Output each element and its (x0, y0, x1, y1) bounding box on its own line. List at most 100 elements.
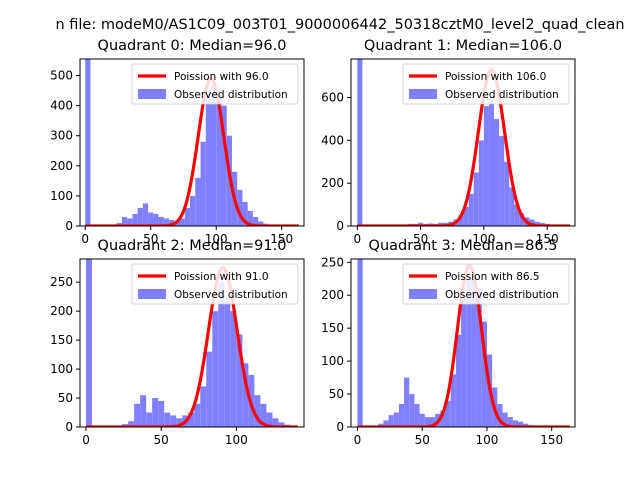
histogram-bar (388, 415, 394, 427)
subplot-3: Quadrant 3: Median=86.5 0 50 100 150 0 50 100 15… (321, 238, 576, 447)
legend: Poission with 96.0 Observed distribution (131, 63, 299, 105)
histogram-bar (404, 377, 410, 427)
legend-hist-swatch (138, 289, 166, 299)
y-tick-label: 600 (321, 91, 344, 105)
x-tick-label: 50 (143, 232, 158, 246)
histogram-bar (85, 59, 91, 226)
histogram-bar (195, 177, 201, 226)
histogram-bar (414, 403, 420, 427)
legend-box (131, 263, 299, 305)
y-tick-label: 100 (50, 362, 73, 376)
histogram-bar (164, 412, 171, 427)
histogram-bar (476, 288, 482, 427)
axes-frame (350, 258, 576, 428)
histogram-bar (518, 421, 524, 427)
histogram-bar (509, 187, 515, 226)
histogram-bar (200, 141, 206, 226)
histogram-bar (488, 97, 495, 226)
legend-hist-swatch (138, 89, 166, 99)
legend-hist-label: Observed distribution (445, 89, 559, 101)
x-tick-label: 150 (536, 232, 559, 246)
histogram-bar (499, 136, 505, 226)
x-tick-label: 50 (154, 433, 169, 447)
histogram-bar (419, 413, 425, 427)
subplot-1: Quadrant 1: Median=106.0 0 50 100 150 0 200 400… (321, 38, 576, 246)
histogram-bar (236, 334, 243, 427)
x-tick-label: 100 (472, 232, 495, 246)
histogram-bar (445, 400, 451, 427)
histogram-bar (409, 394, 415, 427)
histogram-bar (504, 161, 510, 226)
histogram-bar (529, 219, 535, 226)
x-tick-label: 0 (354, 433, 362, 447)
subplot-0: Quadrant 0: Median=96.0 0 50 100 150 0 100 200 3… (50, 38, 305, 246)
histogram-bar (200, 386, 207, 427)
histogram-bar (179, 218, 185, 226)
legend-line-label: Poission with 96.0 (174, 71, 269, 83)
histogram-bar (158, 216, 164, 226)
legend-box (402, 63, 570, 105)
poisson-curve (85, 266, 299, 427)
y-tick-label: 150 (321, 321, 344, 335)
histogram-bar (170, 415, 177, 427)
histogram-bar (224, 299, 231, 427)
y-tick-label: 50 (58, 391, 73, 405)
y-tick-label: 0 (65, 219, 73, 233)
histogram-bar (254, 395, 261, 427)
histogram-bar (216, 93, 222, 226)
histogram-bar (418, 222, 424, 226)
legend-hist-swatch (409, 289, 437, 299)
histogram-bar (221, 105, 227, 226)
histogram-bar (142, 203, 149, 226)
histogram-bars (357, 59, 560, 226)
histogram-bar (140, 395, 147, 427)
histogram-bar (121, 216, 128, 226)
histogram-bar (237, 189, 243, 226)
histogram-bar (86, 259, 93, 427)
histogram-bar (478, 140, 484, 226)
histogram-bar (148, 212, 154, 226)
y-tick-label: 200 (321, 176, 344, 190)
axes-frame (350, 58, 576, 227)
histogram-bar (523, 423, 529, 427)
x-tick-label: 100 (205, 232, 228, 246)
axes-frame (79, 58, 305, 227)
histogram-bar (230, 311, 237, 427)
poisson-curve (356, 68, 571, 226)
y-tick-label: 500 (50, 69, 73, 83)
y-tick-label: 250 (50, 275, 73, 289)
subplot-2: Quadrant 2: Median=91.0 0 50 100 0 50 100 150 20… (50, 238, 305, 447)
x-tick-label: 50 (413, 232, 428, 246)
histogram-bar (278, 422, 285, 427)
histogram-bar (212, 311, 219, 427)
legend-hist-label: Observed distribution (174, 289, 288, 301)
histogram-bar (450, 374, 456, 427)
histogram-bar (463, 206, 469, 226)
histogram-bar (393, 412, 399, 427)
legend-line-label: Poission with 91.0 (174, 271, 269, 283)
legend-line-label: Poission with 86.5 (445, 271, 540, 283)
x-tick-label: 0 (82, 433, 90, 447)
x-tick-label: 150 (540, 433, 563, 447)
subplot-title: Quadrant 1: Median=106.0 (364, 38, 562, 54)
histogram-bar (134, 403, 141, 427)
histogram-bar (455, 334, 462, 427)
subplots: Quadrant 0: Median=96.0 0 50 100 150 0 100 200 3… (50, 38, 576, 447)
histogram-bar (507, 417, 513, 427)
histogram-bar (252, 216, 259, 226)
histogram-bar (398, 403, 405, 427)
histogram-bar (127, 218, 133, 226)
y-tick-label: 0 (336, 420, 344, 434)
histogram-bar (174, 221, 180, 226)
histogram-bar (461, 295, 467, 427)
legend-hist-label: Observed distribution (445, 289, 559, 301)
histogram-bar (247, 210, 253, 226)
subplot-title: Quadrant 3: Median=86.5 (369, 238, 558, 254)
x-tick-label: 50 (415, 433, 430, 447)
histogram-bar (383, 420, 389, 427)
y-tick-label: 200 (50, 304, 73, 318)
histogram-bar (440, 410, 446, 427)
y-tick-label: 200 (50, 159, 73, 173)
y-tick-label: 400 (50, 99, 73, 113)
